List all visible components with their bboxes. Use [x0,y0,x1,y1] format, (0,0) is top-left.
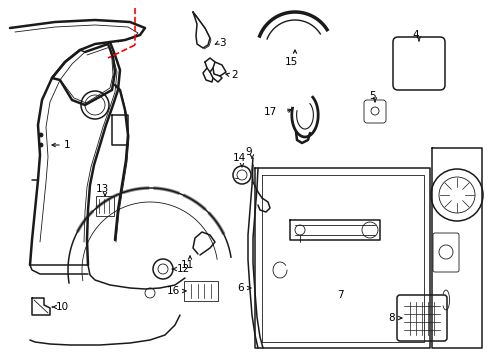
Text: 11: 11 [180,260,193,270]
Text: 7: 7 [336,290,343,300]
Circle shape [39,133,43,137]
Text: 9: 9 [245,147,252,157]
Circle shape [39,143,43,147]
Text: 14: 14 [232,153,245,163]
Text: 1: 1 [64,140,70,150]
Text: 4: 4 [412,30,418,40]
Text: 3: 3 [219,38,225,48]
Text: 16: 16 [166,286,180,296]
Text: 13: 13 [95,184,108,194]
Text: 2: 2 [230,70,237,80]
Text: 10: 10 [56,302,69,312]
Text: 12: 12 [177,264,190,274]
Text: 5: 5 [368,91,375,101]
Text: 15: 15 [284,57,297,67]
Text: 17: 17 [263,107,276,117]
Text: 6: 6 [237,283,244,293]
Text: 8: 8 [387,313,394,323]
